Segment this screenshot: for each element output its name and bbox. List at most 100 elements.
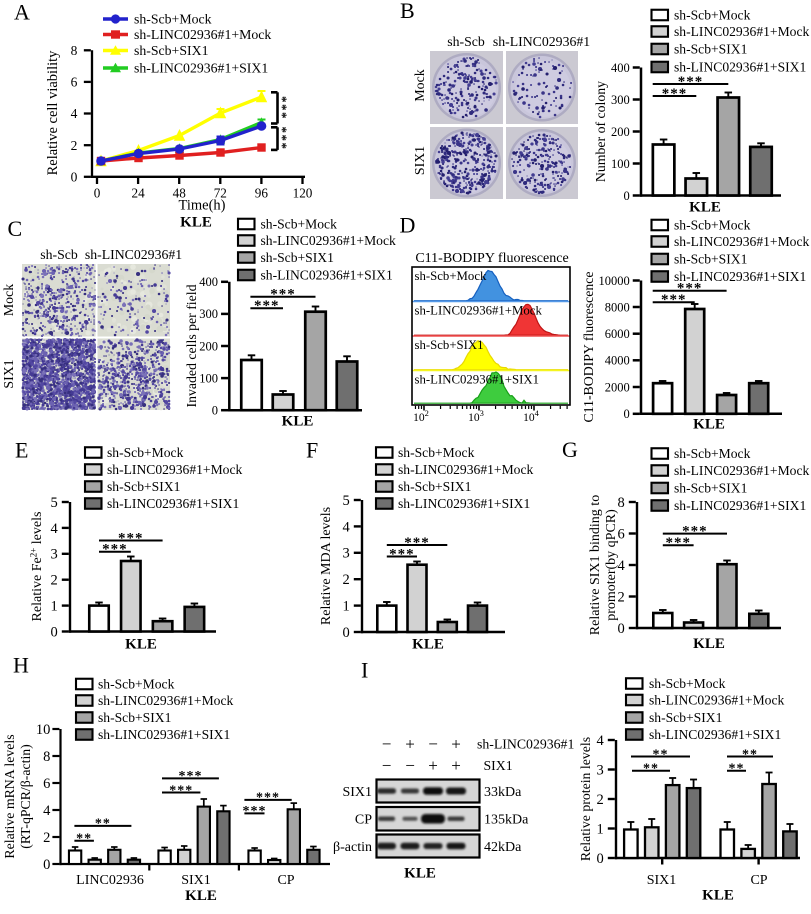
svg-text:4: 4 [51,521,59,537]
svg-text:0: 0 [624,407,630,421]
svg-text:3: 3 [343,546,350,562]
svg-text:300: 300 [199,307,218,321]
svg-text:33kDa: 33kDa [484,785,522,800]
svg-text:sh-Scb+Mock: sh-Scb+Mock [261,217,338,232]
svg-text:sh-LINC02936#1+Mock: sh-LINC02936#1+Mock [674,463,809,478]
svg-text:sh-LINC02936#1+SIX1: sh-LINC02936#1+SIX1 [415,373,540,387]
svg-text:72: 72 [214,186,227,201]
svg-text:sh-Scb+Mock: sh-Scb+Mock [134,12,212,27]
svg-text:sh-LINC02936#1+Mock: sh-LINC02936#1+Mock [98,693,233,708]
svg-text:sh-LINC02936#1+SIX1: sh-LINC02936#1+SIX1 [674,498,806,513]
svg-text:CP: CP [750,873,767,888]
svg-text:sh-LINC02936#1+SIX1: sh-LINC02936#1+SIX1 [674,269,806,284]
svg-text:***: *** [678,74,704,90]
svg-text:sh-Scb+Mock: sh-Scb+Mock [98,677,175,692]
svg-text:100: 100 [611,157,630,171]
svg-text:8000: 8000 [605,300,630,314]
svg-text:300: 300 [611,93,630,107]
svg-text:***: *** [118,530,144,546]
svg-text:sh-LINC02936#1: sh-LINC02936#1 [85,247,182,262]
svg-text:10: 10 [36,722,51,738]
svg-text:***: *** [275,96,290,120]
svg-text:Time(h): Time(h) [179,198,226,214]
svg-text:**: ** [653,747,669,762]
svg-text:A: A [14,0,30,25]
svg-text:6: 6 [618,526,625,542]
svg-text:0: 0 [94,186,101,201]
svg-text:48: 48 [173,186,187,201]
svg-text:Relative Fe2+ levels: Relative Fe2+ levels [29,512,46,622]
svg-text:Relative protein levels: Relative protein levels [578,737,593,861]
svg-text:2000: 2000 [605,380,630,394]
svg-text:sh-Scb+Mock: sh-Scb+Mock [415,269,488,283]
svg-text:***: *** [254,298,280,314]
svg-text:0: 0 [43,857,50,873]
svg-text:**: ** [76,832,92,847]
svg-text:sh-LINC02936#1+SIX1: sh-LINC02936#1+SIX1 [649,727,781,742]
svg-text:KLE: KLE [404,866,436,882]
svg-text:KLE: KLE [702,888,734,904]
svg-text:SIX1: SIX1 [342,785,372,800]
svg-text:sh-Scb+Mock: sh-Scb+Mock [674,218,751,233]
svg-text:Number of colony: Number of colony [593,81,608,182]
svg-text:sh-Scb: sh-Scb [40,247,78,262]
svg-text:10000: 10000 [599,274,630,288]
svg-text:LINC02936: LINC02936 [76,873,144,888]
svg-text:8: 8 [618,495,625,511]
svg-text:sh-LINC02936#1+SIX1: sh-LINC02936#1+SIX1 [107,496,239,511]
svg-text:β-actin: β-actin [333,840,372,855]
svg-text:0: 0 [51,624,58,640]
svg-text:C: C [8,216,23,241]
svg-text:−: − [382,735,392,754]
svg-text:KLE: KLE [185,888,217,904]
svg-text:8: 8 [43,749,50,765]
svg-text:KLE: KLE [125,637,157,653]
svg-text:Invaded cells per field: Invaded cells per field [184,284,199,407]
svg-text:2: 2 [43,830,50,846]
svg-text:sh-Scb+Mock: sh-Scb+Mock [398,445,475,460]
svg-text:400: 400 [611,61,630,75]
svg-text:H: H [13,653,29,678]
svg-text:Mock: Mock [412,69,427,101]
svg-text:+: + [451,756,461,775]
svg-text:sh-Scb+SIX1: sh-Scb+SIX1 [674,252,747,267]
svg-text:sh-LINC02936#1+Mock: sh-LINC02936#1+Mock [398,462,533,477]
svg-text:4: 4 [43,803,51,819]
svg-text:sh-Scb: sh-Scb [447,34,485,49]
svg-text:sh-LINC02936#1+Mock: sh-LINC02936#1+Mock [134,27,271,42]
svg-text:sh-Scb+SIX1: sh-Scb+SIX1 [415,338,484,352]
svg-text:G: G [562,437,578,462]
svg-text:0: 0 [618,621,625,637]
svg-text:KLE: KLE [180,215,212,231]
svg-text:***: *** [256,791,280,806]
svg-text:***: *** [275,127,290,151]
svg-text:I: I [361,658,368,683]
svg-text:***: *** [682,523,708,539]
svg-text:0: 0 [212,404,218,418]
svg-text:Relative cell viability: Relative cell viability [45,50,61,176]
svg-text:***: *** [404,535,430,551]
svg-text:sh-Scb+Mock: sh-Scb+Mock [649,676,726,691]
svg-text:sh-LINC02936#1+Mock: sh-LINC02936#1+Mock [674,24,809,39]
svg-text:4: 4 [597,733,605,749]
svg-text:4: 4 [71,106,78,121]
svg-text:sh-LINC02936#1+SIX1: sh-LINC02936#1+SIX1 [398,496,530,511]
svg-text:CP: CP [277,873,294,888]
svg-text:sh-Scb+SIX1: sh-Scb+SIX1 [134,43,209,58]
svg-text:8: 8 [71,43,78,58]
svg-text:sh-Scb+SIX1: sh-Scb+SIX1 [107,479,180,494]
svg-text:3: 3 [51,547,58,563]
svg-text:200: 200 [611,125,630,139]
svg-text:E: E [15,438,28,463]
svg-text:SIX1: SIX1 [484,758,513,773]
svg-text:sh-Scb+SIX1: sh-Scb+SIX1 [98,710,171,725]
svg-text:sh-LINC02936#1+Mock: sh-LINC02936#1+Mock [674,234,809,249]
svg-text:+: + [405,735,415,754]
svg-text:**: ** [729,762,745,777]
svg-text:SIX1: SIX1 [181,873,211,888]
svg-text:2: 2 [71,138,78,153]
svg-text:sh-Scb+SIX1: sh-Scb+SIX1 [398,479,471,494]
svg-text:−: − [382,756,392,775]
svg-text:2: 2 [343,572,350,588]
svg-text:4: 4 [618,558,626,574]
